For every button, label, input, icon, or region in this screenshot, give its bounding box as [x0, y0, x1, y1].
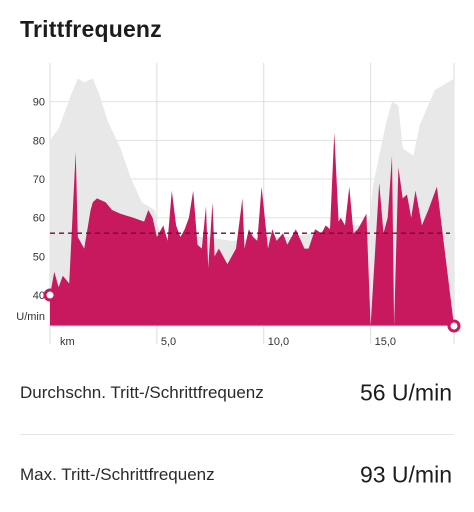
cadence-area [50, 132, 454, 326]
x-unit-label: km [60, 336, 75, 348]
card-title: Trittfrequenz [20, 16, 162, 42]
cadence-area-shape [50, 132, 454, 326]
y-tick-label: 70 [33, 174, 45, 186]
y-tick-label: 60 [33, 213, 45, 225]
start-marker [43, 288, 57, 302]
x-tick-label: 10,0 [268, 336, 289, 348]
x-tick-label: 15,0 [375, 336, 396, 348]
y-tick-label: 90 [33, 97, 45, 109]
max-cadence-label: Max. Tritt-/Schrittfrequenz [20, 465, 215, 484]
cadence-chart: 40 50 60 70 80 90 5,0 10,0 15,0 U/min km [16, 63, 461, 348]
average-cadence-label: Durchschn. Tritt-/Schrittfrequenz [20, 383, 264, 402]
average-cadence-value: 56 U/min [359, 379, 452, 406]
chart-markers [43, 288, 461, 333]
y-unit-label: U/min [16, 311, 45, 323]
max-cadence-row: Max. Tritt-/Schrittfrequenz 93 U/min [0, 445, 474, 505]
y-tick-label: 40 [33, 290, 45, 302]
end-marker [447, 319, 461, 333]
max-cadence-value: 93 U/min [359, 461, 452, 488]
y-tick-label: 80 [33, 135, 45, 147]
x-tick-label: 5,0 [161, 336, 176, 348]
chart-axes: 40 50 60 70 80 90 5,0 10,0 15,0 U/min km [16, 97, 454, 348]
average-cadence-row: Durchschn. Tritt-/Schrittfrequenz 56 U/m… [0, 363, 474, 423]
divider [20, 434, 454, 435]
y-tick-label: 50 [33, 251, 45, 263]
